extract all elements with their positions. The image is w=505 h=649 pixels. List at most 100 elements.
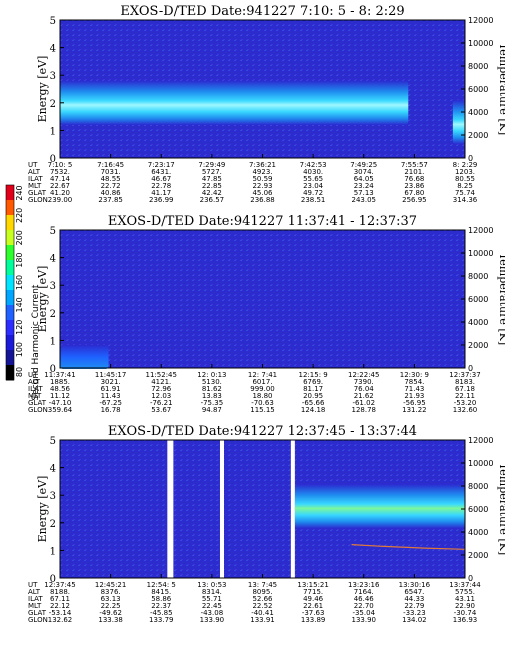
- ephemeris-cell: 21.62: [354, 392, 374, 400]
- ephemeris-cell: 13:37:44: [449, 581, 481, 589]
- ephemeris-cell: 64.05: [354, 175, 374, 183]
- ephemeris-cell: 1203.: [455, 168, 475, 176]
- ephemeris-cell: -30.74: [454, 609, 477, 617]
- temperature-trace: [351, 544, 466, 550]
- heatmap-band-2: [452, 100, 465, 145]
- y-tick-label: 1: [50, 336, 56, 347]
- ephemeris-row-label: UT: [28, 581, 38, 589]
- ephemeris-cell: 4923.: [252, 168, 272, 176]
- ephemeris-cell: -53.20: [454, 399, 477, 407]
- ephemeris-cell: 40.86: [101, 189, 122, 197]
- colorbar-swatch: [6, 290, 14, 306]
- ephemeris-cell: 50.59: [252, 175, 272, 183]
- y-tick-label: 1: [50, 546, 56, 557]
- ephemeris-cell: 128.78: [352, 406, 377, 414]
- y-axis-label: Energy [eV]: [36, 56, 49, 123]
- panel-2-title: EXOS-D/TED Date:941227 11:37:41 - 12:37:…: [108, 214, 417, 229]
- ephemeris-row-label: GLON: [28, 616, 48, 624]
- y2-tick-label: 10000: [468, 459, 493, 468]
- ephemeris-cell: 7532.: [50, 168, 70, 176]
- y-tick-label: 2: [50, 99, 56, 110]
- ephemeris-cell: 81.17: [303, 385, 323, 393]
- data-gap-1: [167, 440, 174, 578]
- panel-3-title: EXOS-D/TED Date:941227 12:37:45 - 13:37:…: [108, 424, 417, 439]
- ephemeris-cell: 238.51: [301, 196, 326, 204]
- ephemeris-cell: 22.67: [50, 182, 70, 190]
- colorbar-swatch: [6, 260, 14, 276]
- y-tick-label: 2: [50, 309, 56, 320]
- ephemeris-cell: 80.55: [455, 175, 475, 183]
- ephemeris-cell: 11.43: [101, 392, 121, 400]
- ephemeris-cell: 94.87: [202, 406, 222, 414]
- ephemeris-cell: 256.95: [402, 196, 427, 204]
- ephemeris-cell: 49.46: [303, 595, 324, 603]
- ephemeris-cell: 22.37: [151, 602, 171, 610]
- panel-3: EXOS-D/TED Date:941227 12:37:45 - 13:37:…: [28, 424, 505, 624]
- colorbar-tick-label: 180: [15, 252, 24, 267]
- ephemeris-cell: 49.72: [303, 189, 323, 197]
- ephemeris-cell: -53.14: [49, 609, 72, 617]
- ephemeris-cell: 13.83: [202, 392, 222, 400]
- ephemeris-cell: 7:49:25: [350, 161, 377, 169]
- ephemeris-cell: 47.14: [50, 175, 71, 183]
- ephemeris-cell: -56.95: [403, 399, 426, 407]
- ephemeris-cell: 7854.: [404, 378, 424, 386]
- ephemeris-cell: 22.93: [252, 182, 272, 190]
- colorbar: 240 220 200 180 160 140 120 100 80 Second Harmoni…: [5, 184, 41, 400]
- y2-axis-label: Temperature [K]: [497, 253, 505, 345]
- ephemeris-cell: 7164.: [354, 588, 374, 596]
- y2-tick-label: 4000: [468, 318, 488, 327]
- ephemeris-cell: 7:36:21: [249, 161, 276, 169]
- ephemeris-cell: 7:42:53: [300, 161, 327, 169]
- data-gap-3: [290, 440, 295, 578]
- ephemeris-cell: 55.65: [303, 175, 323, 183]
- ephemeris-cell: -45.85: [150, 609, 173, 617]
- ephemeris-cell: 12:15: 9: [299, 371, 328, 379]
- y-axis-label: Energy [eV]: [36, 476, 49, 543]
- ephemeris-cell: 132.60: [453, 406, 478, 414]
- ephemeris-cell: 133.90: [352, 616, 377, 624]
- ephemeris-cell: 13: 0:53: [197, 581, 226, 589]
- ephemeris-cell: 7:10: 5: [48, 161, 73, 169]
- ephemeris-row-label: MLT: [28, 182, 42, 190]
- ephemeris-cell: 6017.: [252, 378, 272, 386]
- ephemeris-row-label: ILAT: [28, 385, 43, 393]
- ephemeris-cell: 58.86: [151, 595, 172, 603]
- colorbar-swatch: [6, 215, 14, 231]
- panel-2: EXOS-D/TED Date:941227 11:37:41 - 12:37:…: [28, 214, 505, 414]
- ephemeris-cell: 133.79: [149, 616, 174, 624]
- ephemeris-cell: 46.67: [151, 175, 171, 183]
- ephemeris-cell: -61.02: [352, 399, 375, 407]
- y-tick-label: 3: [50, 71, 56, 82]
- colorbar-tick-label: 80: [15, 367, 24, 377]
- ephemeris-cell: 13:15:21: [297, 581, 328, 589]
- ephemeris-cell: 47.85: [202, 175, 222, 183]
- ephemeris-cell: 5130.: [202, 378, 222, 386]
- ephemeris-cell: -67.25: [99, 399, 122, 407]
- heatmap-band-1: [60, 80, 409, 125]
- ephemeris-cell: 133.91: [250, 616, 275, 624]
- ephemeris-cell: 7:16:45: [97, 161, 124, 169]
- ephemeris-cell: 5727.: [202, 168, 222, 176]
- ephemeris-cell: 12:22:45: [348, 371, 379, 379]
- ephemeris-row-label: GLAT: [28, 399, 47, 407]
- y-tick-label: 0: [50, 364, 56, 375]
- ephemeris-cell: 236.99: [149, 196, 174, 204]
- ephemeris-row-label: ALT: [28, 588, 41, 596]
- colorbar-label: Second Harmonic Current: [31, 284, 41, 400]
- ephemeris-cell: -70.63: [251, 399, 274, 407]
- y-tick-label: 3: [50, 281, 56, 292]
- ephemeris-cell: 22.85: [202, 182, 222, 190]
- ephemeris-cell: 23.24: [354, 182, 375, 190]
- colorbar-tick-label: 160: [15, 275, 24, 290]
- y2-axis-label: Temperature [K]: [497, 43, 505, 135]
- y2-tick-label: 4000: [468, 528, 488, 537]
- ephemeris-cell: 314.36: [453, 196, 478, 204]
- ephemeris-cell: 4030.: [303, 168, 323, 176]
- panel-title-range: 7:10: 5 - 8: 2:29: [300, 4, 405, 19]
- y2-axis-label: Temperature [K]: [497, 463, 505, 555]
- ephemeris-cell: 11:37:41: [44, 371, 75, 379]
- colorbar-tick-label: 200: [15, 230, 24, 245]
- colorbar-swatch: [6, 245, 14, 261]
- ephemeris-cell: 12.03: [151, 392, 171, 400]
